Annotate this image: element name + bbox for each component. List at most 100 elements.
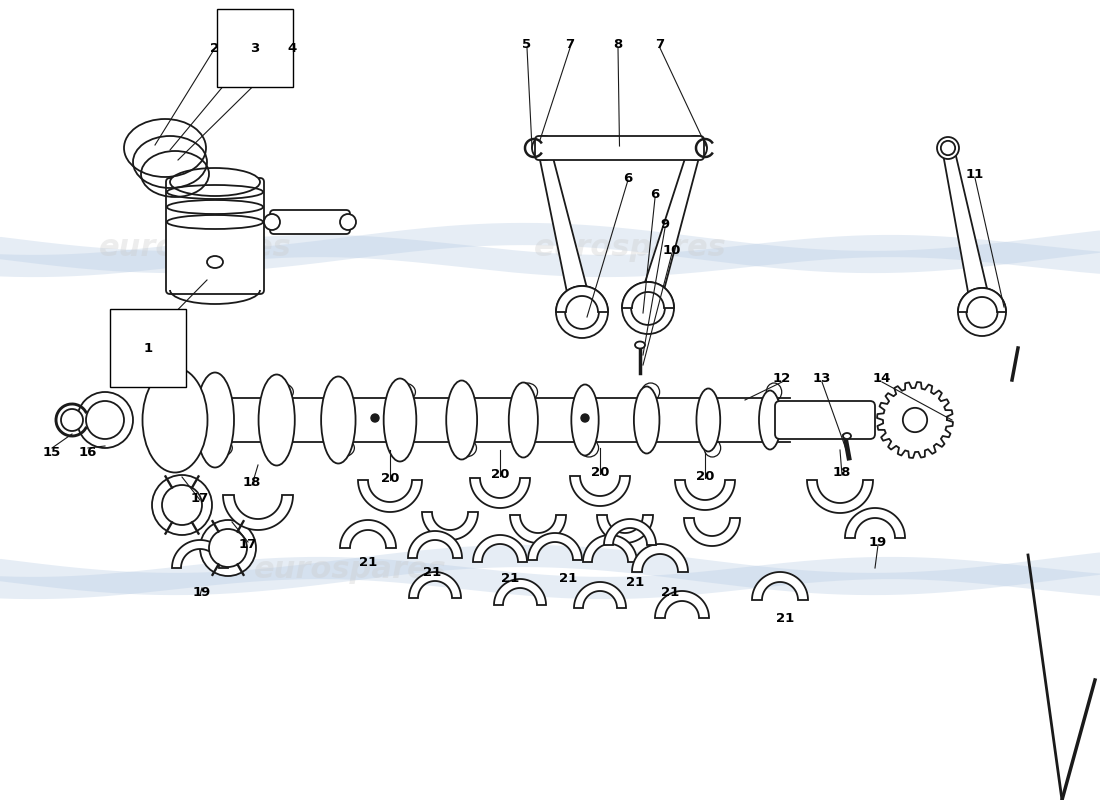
Polygon shape xyxy=(675,480,735,510)
Circle shape xyxy=(532,136,556,160)
Circle shape xyxy=(683,136,707,160)
Text: eurospares: eurospares xyxy=(534,234,726,262)
Polygon shape xyxy=(473,535,527,562)
Ellipse shape xyxy=(767,383,782,401)
Polygon shape xyxy=(528,533,582,560)
Polygon shape xyxy=(845,508,905,538)
Polygon shape xyxy=(556,286,608,312)
Text: 16: 16 xyxy=(79,446,97,458)
Text: 21: 21 xyxy=(422,566,441,578)
Polygon shape xyxy=(409,572,461,598)
Text: 20: 20 xyxy=(591,466,609,478)
Ellipse shape xyxy=(704,439,720,457)
Circle shape xyxy=(264,214,280,230)
Polygon shape xyxy=(422,512,478,540)
Ellipse shape xyxy=(170,168,260,196)
Ellipse shape xyxy=(447,381,477,459)
Ellipse shape xyxy=(268,383,294,401)
Ellipse shape xyxy=(393,383,416,401)
Polygon shape xyxy=(358,480,422,512)
Circle shape xyxy=(200,520,256,576)
Polygon shape xyxy=(470,478,530,508)
Text: 21: 21 xyxy=(500,571,519,585)
Polygon shape xyxy=(604,519,656,545)
Text: 21: 21 xyxy=(359,555,377,569)
Ellipse shape xyxy=(641,383,660,401)
Ellipse shape xyxy=(143,367,208,473)
FancyBboxPatch shape xyxy=(776,401,875,439)
Circle shape xyxy=(940,141,955,155)
Polygon shape xyxy=(638,146,701,311)
Text: 21: 21 xyxy=(626,575,645,589)
Polygon shape xyxy=(340,520,396,548)
Polygon shape xyxy=(408,531,462,558)
Polygon shape xyxy=(958,288,1007,312)
Circle shape xyxy=(86,401,124,439)
Polygon shape xyxy=(583,535,637,562)
Text: 6: 6 xyxy=(650,189,660,202)
Ellipse shape xyxy=(759,390,781,450)
Polygon shape xyxy=(654,591,710,618)
Text: 3: 3 xyxy=(251,42,260,54)
Text: 14: 14 xyxy=(872,371,891,385)
Circle shape xyxy=(536,140,552,156)
Text: 19: 19 xyxy=(192,586,211,599)
Circle shape xyxy=(621,282,674,334)
Ellipse shape xyxy=(455,439,476,457)
Circle shape xyxy=(903,408,927,432)
Polygon shape xyxy=(807,480,873,513)
Polygon shape xyxy=(621,282,674,308)
Ellipse shape xyxy=(206,439,232,457)
Text: 18: 18 xyxy=(833,466,851,479)
FancyBboxPatch shape xyxy=(270,210,350,234)
Text: 12: 12 xyxy=(773,371,791,385)
Text: eurospares: eurospares xyxy=(254,555,447,585)
Text: 10: 10 xyxy=(663,243,681,257)
Ellipse shape xyxy=(843,433,851,439)
Ellipse shape xyxy=(330,439,354,457)
Circle shape xyxy=(631,291,664,325)
Polygon shape xyxy=(597,515,653,543)
Text: 11: 11 xyxy=(966,169,984,182)
Text: 19: 19 xyxy=(869,537,887,550)
Ellipse shape xyxy=(509,382,538,458)
Text: 6: 6 xyxy=(624,171,632,185)
Polygon shape xyxy=(570,476,630,506)
Polygon shape xyxy=(638,146,701,311)
Polygon shape xyxy=(538,146,593,314)
Polygon shape xyxy=(223,495,293,530)
Circle shape xyxy=(556,286,608,338)
Text: 13: 13 xyxy=(813,371,832,385)
Circle shape xyxy=(371,414,380,422)
Text: 21: 21 xyxy=(661,586,679,598)
Polygon shape xyxy=(538,146,593,314)
Circle shape xyxy=(60,409,82,431)
Circle shape xyxy=(565,295,598,329)
Polygon shape xyxy=(684,518,740,546)
Polygon shape xyxy=(752,572,808,600)
Ellipse shape xyxy=(196,373,234,467)
Circle shape xyxy=(581,414,589,422)
Text: 1: 1 xyxy=(143,342,153,354)
Text: eurospares: eurospares xyxy=(99,234,292,262)
Text: 5: 5 xyxy=(522,38,531,51)
Ellipse shape xyxy=(580,439,598,457)
Text: 9: 9 xyxy=(660,218,670,231)
Circle shape xyxy=(152,475,212,535)
Polygon shape xyxy=(943,146,992,314)
Polygon shape xyxy=(943,146,992,314)
Polygon shape xyxy=(574,582,626,608)
Text: 20: 20 xyxy=(696,470,714,482)
Ellipse shape xyxy=(207,256,223,268)
Circle shape xyxy=(340,214,356,230)
Text: 7: 7 xyxy=(656,38,664,51)
Text: 4: 4 xyxy=(287,42,297,54)
Ellipse shape xyxy=(321,377,355,463)
Polygon shape xyxy=(632,544,688,572)
Text: 8: 8 xyxy=(614,38,623,51)
Ellipse shape xyxy=(571,385,598,455)
Ellipse shape xyxy=(696,389,720,451)
Polygon shape xyxy=(877,382,953,458)
Ellipse shape xyxy=(634,386,659,454)
Polygon shape xyxy=(494,579,546,605)
